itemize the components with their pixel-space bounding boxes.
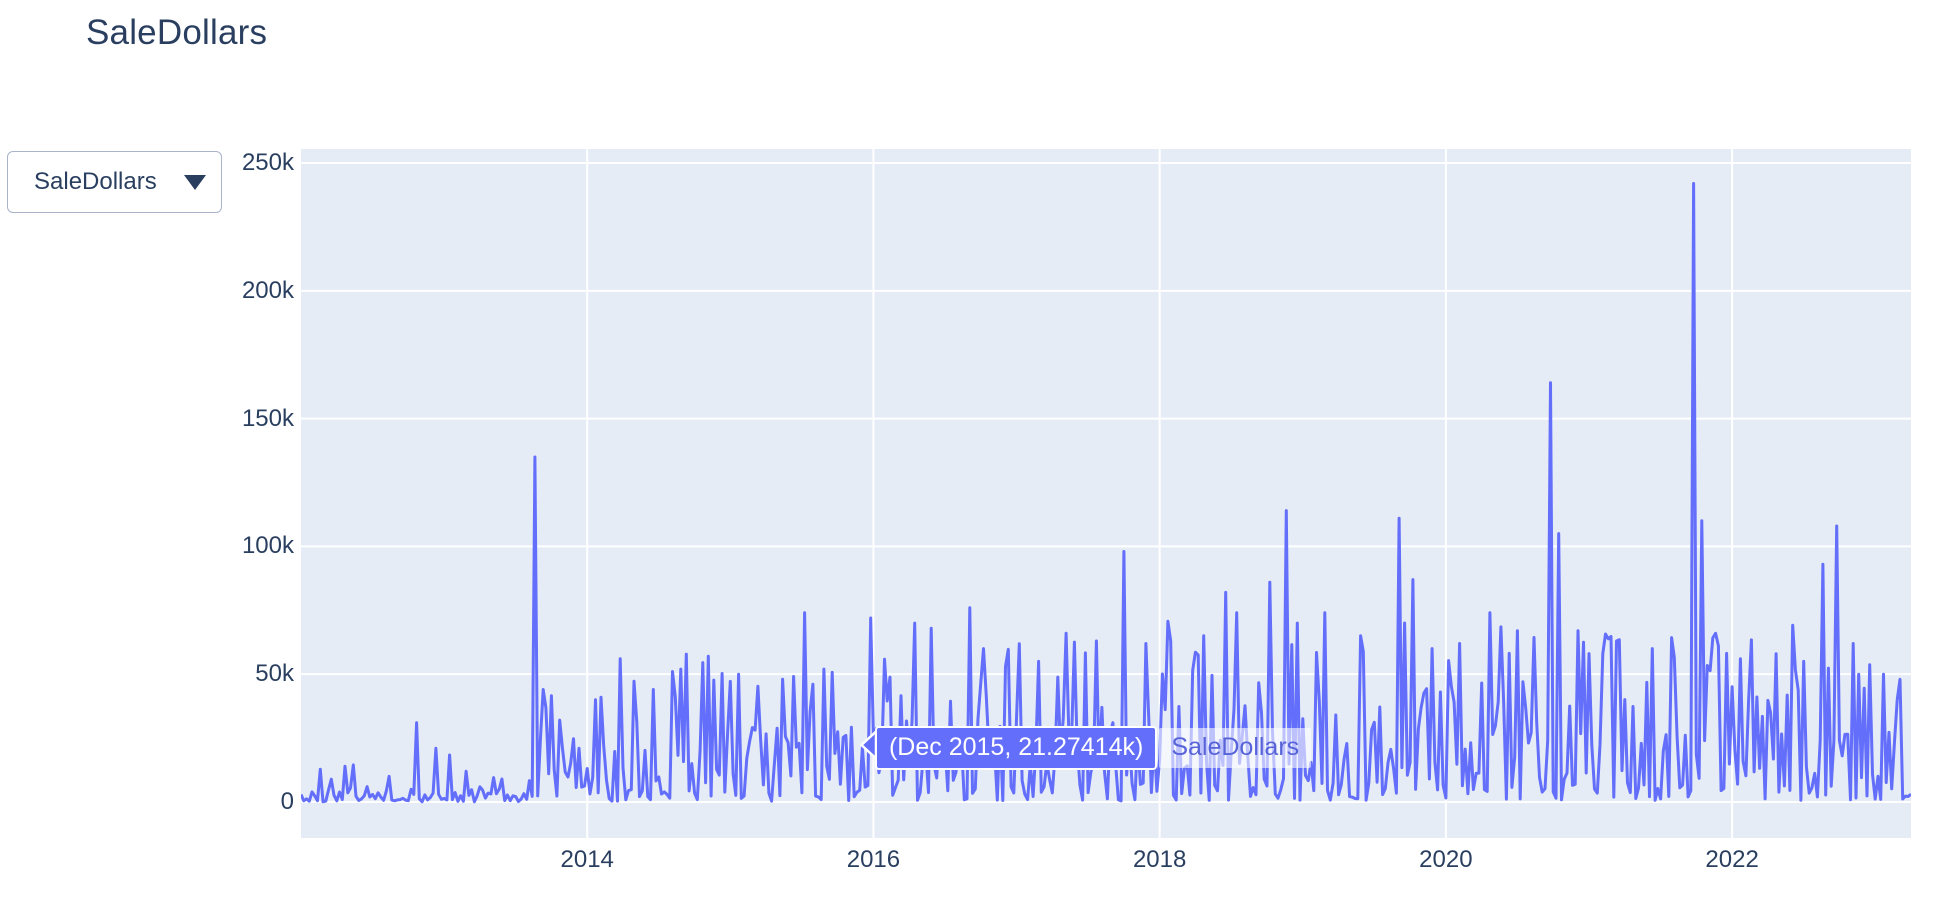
x-tick-label: 2014	[560, 846, 614, 873]
y-tick-label: 0	[280, 787, 294, 815]
x-tick-label: 2018	[1132, 846, 1187, 873]
chart-plot-area[interactable]	[301, 149, 1911, 838]
x-tick-label: 2022	[1705, 846, 1759, 873]
y-tick-label: 100k	[241, 532, 294, 560]
y-tick-label: 50k	[255, 660, 294, 688]
x-tick-label: 2020	[1419, 846, 1473, 873]
page-title: SaleDollars	[86, 13, 268, 52]
series-dropdown-value: SaleDollars	[34, 168, 157, 195]
series-dropdown[interactable]: SaleDollars	[7, 151, 222, 213]
y-tick-label: 150k	[241, 404, 294, 432]
y-tick-label: 250k	[241, 149, 294, 177]
chart-canvas	[301, 149, 1911, 838]
x-tick-label: 2016	[846, 846, 901, 873]
y-tick-label: 200k	[241, 276, 294, 304]
gridlines	[301, 149, 1911, 838]
series-line	[301, 182, 1911, 804]
chevron-down-icon	[183, 173, 207, 191]
